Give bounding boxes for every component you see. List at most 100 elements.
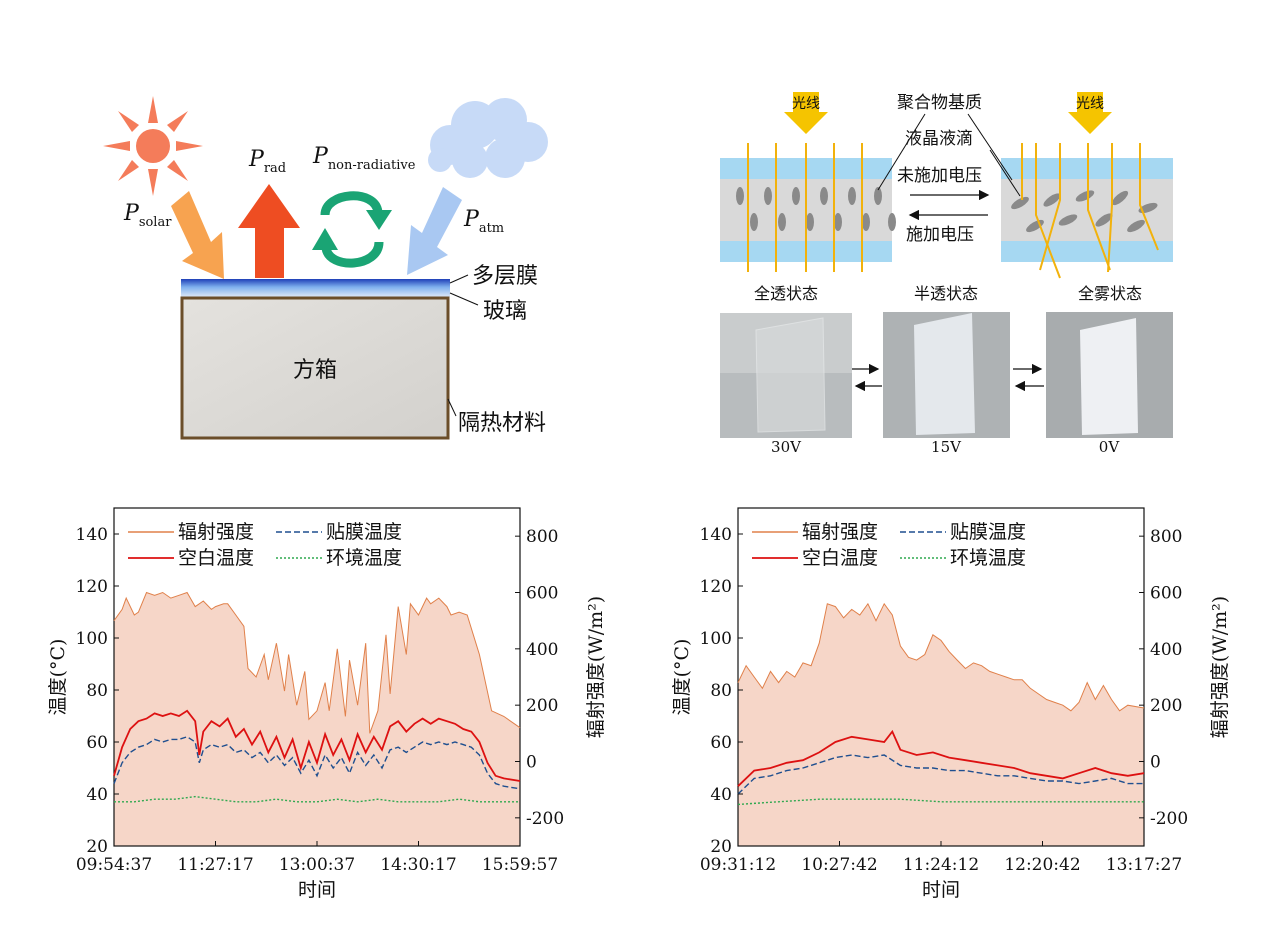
light-ray — [1035, 143, 1061, 279]
light-badge-left: 光线 — [784, 92, 828, 134]
series-line-贴膜温度 — [113, 736, 521, 790]
p-solar-label: Psolar — [123, 201, 172, 230]
y2-tick-label: 0 — [1150, 753, 1161, 773]
y-tick-label: 40 — [710, 785, 732, 805]
solar-arrow-icon — [171, 191, 224, 279]
light-ray — [1087, 143, 1111, 271]
lc-droplet — [848, 187, 856, 205]
y2-tick-label: 200 — [1150, 696, 1182, 716]
svg-text:光线: 光线 — [1076, 96, 1104, 112]
non-radiative-cycle-icon — [320, 191, 384, 268]
y-tick-label: 120 — [76, 577, 108, 597]
panel-b-pdlc-diagram: 光线 光线 聚合物基质 液晶液滴 未施加电压 施加电压 全透状态 半透状态 全雾… — [720, 92, 1173, 456]
sun-icon — [103, 96, 203, 196]
lc-droplet — [750, 213, 758, 231]
y2-tick-label: 600 — [526, 584, 558, 604]
y2-axis-label: 辐射强度(W/m²) — [585, 596, 607, 738]
lc-droplet — [1011, 196, 1029, 210]
state-full-fog: 全雾状态 — [1078, 284, 1142, 303]
y-tick-label: 60 — [86, 733, 108, 753]
x-tick-label: 13:00:37 — [279, 855, 355, 875]
legend-label: 贴膜温度 — [326, 521, 402, 543]
y2-tick-label: 200 — [526, 696, 558, 716]
film-label: 多层膜 — [472, 264, 538, 289]
voltage-label: 施加电压 — [906, 225, 974, 245]
y-tick-label: 20 — [86, 837, 108, 857]
radiation-area — [114, 592, 520, 846]
lc-droplet — [834, 213, 842, 231]
light-ray — [1139, 143, 1159, 251]
y2-tick-label: 800 — [1150, 527, 1182, 547]
y2-tick-label: 600 — [1150, 584, 1182, 604]
pdlc-cell-transparent — [720, 143, 896, 272]
y-tick-label: 100 — [76, 629, 108, 649]
y2-tick-label: -200 — [526, 809, 564, 829]
series-line-辐射强度 — [113, 591, 521, 734]
x-axis-label: 时间 — [922, 879, 960, 901]
chart-right: 20 40 60 80 100 120 140 -200 0 200 400 600 800 09:31:… — [671, 507, 1231, 901]
lc-droplet — [764, 187, 772, 205]
y-axis-label: 温度(°C) — [671, 639, 693, 716]
y-tick-label: 140 — [700, 525, 732, 545]
legend-label: 辐射强度 — [802, 521, 878, 543]
lc-droplet — [778, 213, 786, 231]
x-tick-label: 09:31:12 — [700, 855, 776, 875]
legend-label: 辐射强度 — [178, 521, 254, 543]
radiation-area — [738, 603, 1144, 846]
voltage-30v-label: 30V — [771, 438, 802, 456]
x-tick-label: 12:20:42 — [1004, 855, 1080, 875]
lc-droplet — [1058, 214, 1078, 226]
x-tick-label: 15:59:57 — [482, 855, 558, 875]
legend-label: 空白温度 — [178, 547, 254, 569]
legend-label: 环境温度 — [950, 547, 1026, 569]
lc-droplet — [736, 187, 744, 205]
light-badge-right: 光线 — [1068, 92, 1112, 134]
y2-tick-label: 400 — [526, 640, 558, 660]
lc-droplet — [874, 187, 882, 205]
glass-label: 玻璃 — [483, 299, 527, 324]
svg-text:光线: 光线 — [792, 96, 820, 112]
x-tick-label: 14:30:17 — [380, 855, 456, 875]
atmospheric-arrow-icon — [407, 187, 462, 275]
lc-droplet — [806, 213, 814, 231]
legend-label: 贴膜温度 — [950, 521, 1026, 543]
panel-a-radiative-cooling-diagram: Psolar Prad Pnon-radiative Patm 方箱 多层膜 玻… — [103, 96, 548, 440]
lc-droplet — [1111, 190, 1129, 206]
box-label: 方箱 — [293, 358, 337, 383]
cloud-icon — [428, 98, 548, 178]
y2-axis-label: 辐射强度(W/m²) — [1209, 596, 1231, 738]
series-line-环境温度 — [114, 795, 520, 803]
lc-droplet — [792, 187, 800, 205]
x-tick-label: 11:27:17 — [177, 855, 253, 875]
insulation-label: 隔热材料 — [458, 411, 546, 436]
lc-droplet — [888, 213, 896, 231]
state-full-transparent: 全透状态 — [754, 284, 818, 303]
box — [180, 296, 450, 440]
lc-droplet — [820, 187, 828, 205]
series-line-辐射强度 — [737, 602, 1145, 712]
y-tick-label: 60 — [710, 733, 732, 753]
photo-0v — [1046, 312, 1173, 438]
legend-label: 空白温度 — [802, 547, 878, 569]
p-rad-label: Prad — [248, 147, 286, 176]
y2-tick-label: 800 — [526, 527, 558, 547]
series-line-贴膜温度 — [737, 754, 1144, 795]
x-tick-label: 10:27:42 — [801, 855, 877, 875]
lc-droplet — [1127, 219, 1145, 233]
no-voltage-label: 未施加电压 — [897, 166, 982, 186]
lc-droplet — [862, 213, 870, 231]
x-tick-label: 13:17:27 — [1106, 855, 1182, 875]
voltage-0v-label: 0V — [1099, 438, 1121, 456]
lc-droplet-label: 液晶液滴 — [905, 129, 973, 149]
p-atm-label: Patm — [463, 207, 504, 236]
light-ray — [1107, 143, 1113, 273]
y-tick-label: 140 — [76, 525, 108, 545]
y-tick-label: 80 — [710, 681, 732, 701]
state-semi-transparent: 半透状态 — [914, 284, 978, 303]
y-tick-label: 120 — [700, 577, 732, 597]
voltage-15v-label: 15V — [931, 438, 962, 456]
light-ray — [1039, 143, 1061, 271]
polymer-matrix-label: 聚合物基质 — [897, 93, 982, 113]
chart-left: 20 40 60 80 100 120 140 -200 0 200 400 600 800 09:54:… — [47, 507, 607, 901]
series-line-空白温度 — [113, 709, 521, 782]
